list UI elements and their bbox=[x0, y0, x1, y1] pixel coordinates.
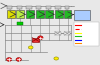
Circle shape bbox=[38, 36, 43, 40]
Circle shape bbox=[54, 57, 58, 60]
Bar bbox=[26, 6, 32, 9]
Circle shape bbox=[16, 58, 21, 61]
Bar bbox=[64, 10, 71, 18]
Bar bbox=[36, 10, 44, 18]
Bar bbox=[74, 22, 99, 46]
Bar bbox=[55, 6, 61, 9]
Bar bbox=[55, 10, 63, 18]
Bar bbox=[16, 10, 24, 18]
Bar bbox=[55, 32, 61, 35]
Bar bbox=[26, 10, 34, 18]
Bar bbox=[7, 10, 15, 18]
Bar bbox=[17, 6, 22, 9]
Bar bbox=[74, 10, 90, 20]
Bar bbox=[65, 6, 69, 9]
Bar bbox=[17, 22, 22, 25]
Bar bbox=[32, 38, 39, 42]
Bar bbox=[7, 6, 12, 9]
Bar bbox=[64, 32, 70, 35]
Bar bbox=[46, 6, 51, 9]
Circle shape bbox=[6, 58, 12, 61]
Circle shape bbox=[28, 46, 33, 49]
Bar bbox=[45, 10, 53, 18]
Bar bbox=[36, 6, 41, 9]
